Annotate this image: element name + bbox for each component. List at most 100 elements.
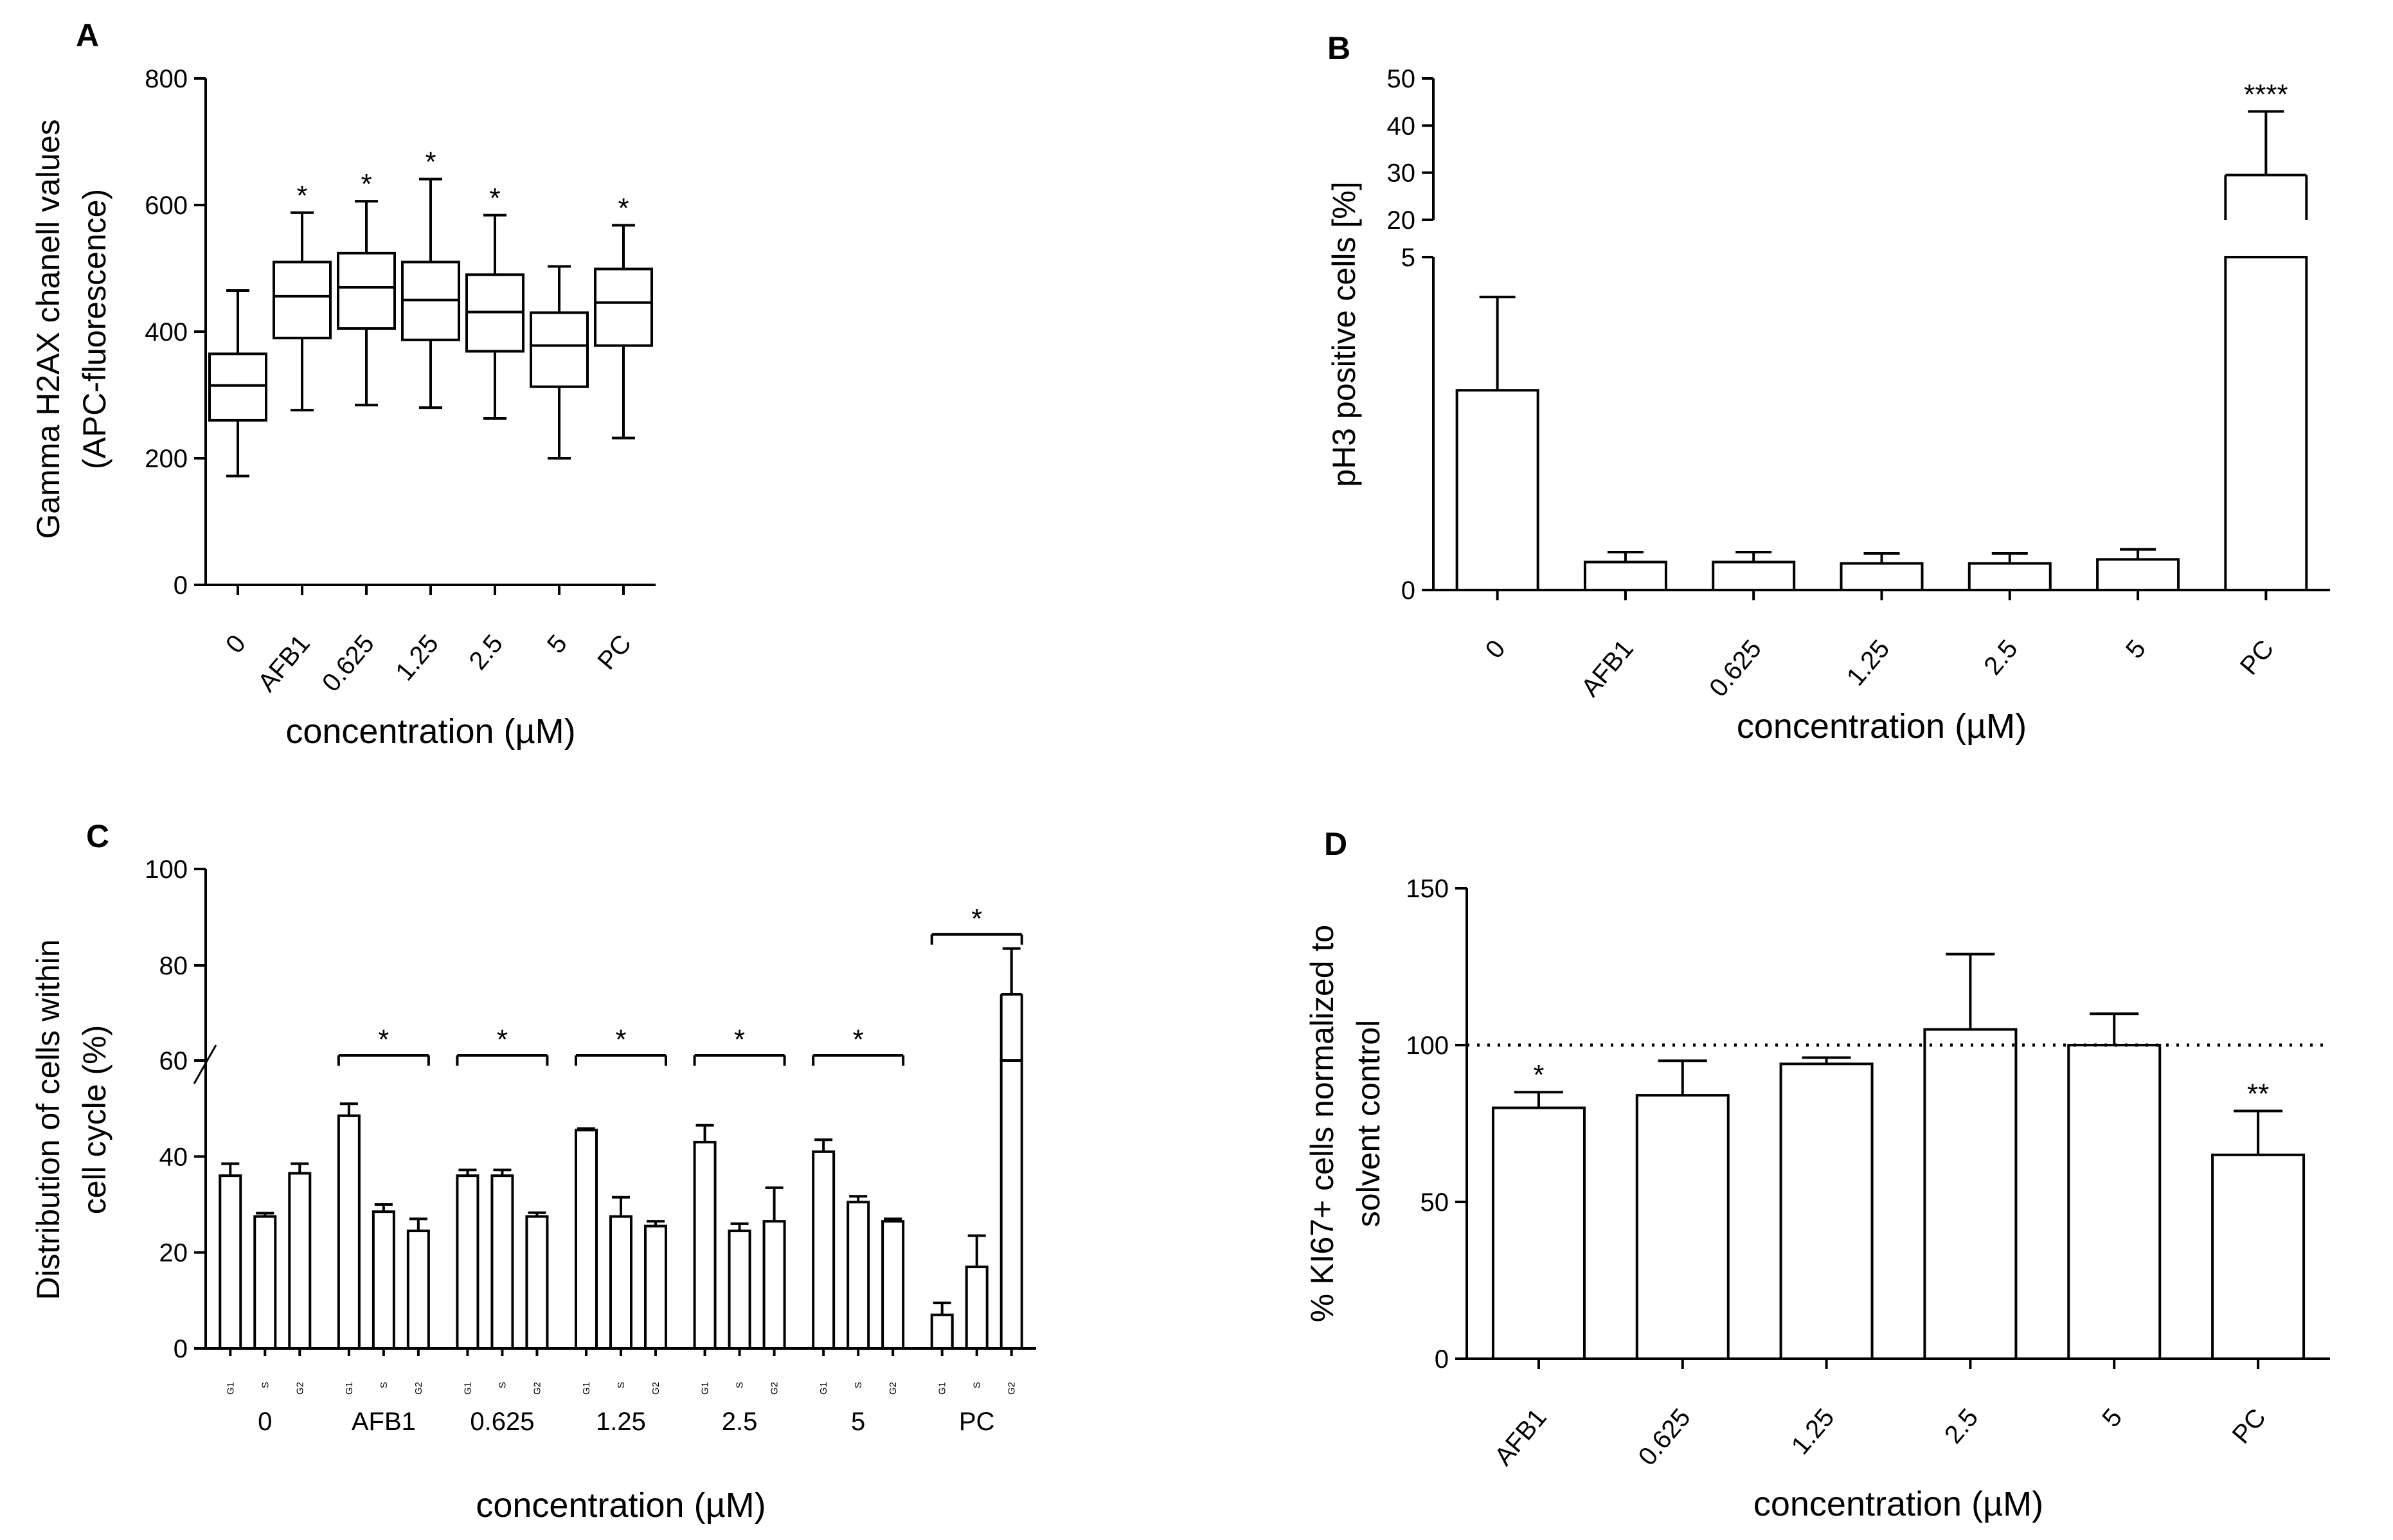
panel-c-phase-label: G1 — [937, 1382, 948, 1395]
panel-c-bar — [288, 1172, 312, 1350]
panel-c-cell-cycle-barchart: C 0 20 40 60 80 100 G1 S G2 0 G1 S G2 AFB1 * G1 S G2 0.625 *… — [30, 818, 1036, 1525]
panel-c-y-tick-label: 80 — [159, 952, 188, 980]
panel-c-phase-label: G1 — [581, 1382, 592, 1395]
panel-c-y-tick-label: 20 — [159, 1239, 188, 1267]
panel-d-bar — [2211, 1153, 2306, 1361]
panel-d-y-axis-label-line1: % KI67+ cells normalized to — [1304, 925, 1340, 1322]
panel-b-x-tick-label: 5 — [2120, 635, 2151, 664]
panel-a-significance: * — [618, 193, 629, 224]
panel-c-bar — [693, 1140, 717, 1350]
panel-c-y-tick-label: 100 — [145, 855, 188, 884]
panel-c-bar — [644, 1224, 667, 1350]
panel-c-bar — [965, 1266, 989, 1350]
panel-c-bar — [253, 1215, 277, 1350]
panel-b-significance: **** — [2244, 78, 2288, 110]
panel-a-box — [594, 267, 653, 347]
panel-b-bar — [2224, 256, 2308, 591]
panel-d-significance: * — [1533, 1059, 1544, 1091]
panel-b-bar — [1840, 562, 1924, 591]
panel-a-x-axis-label: concentration (µM) — [285, 712, 575, 751]
panel-c-phase-label: G1 — [344, 1382, 355, 1395]
panel-c-phase-label: G2 — [769, 1382, 780, 1395]
panel-c-bar — [812, 1150, 836, 1350]
panel-a-significance: * — [425, 147, 436, 178]
panel-c-y-axis-label-line1: Distribution of cells within — [30, 939, 66, 1300]
panel-c-bar — [847, 1201, 870, 1350]
panel-c-axis-break-mark — [193, 1044, 217, 1084]
panel-b-x-tick-label: 1.25 — [1842, 635, 1896, 692]
panel-c-phase-label: G1 — [462, 1382, 473, 1395]
panel-c-bar — [490, 1174, 514, 1350]
panel-c-phase-label: G2 — [1007, 1382, 1017, 1395]
panel-c-phase-label: S — [735, 1382, 746, 1388]
panel-c-group-label: PC — [959, 1408, 995, 1436]
panel-a-x-tick-label: PC — [592, 630, 636, 676]
panel-d-x-tick-label: 1.25 — [1786, 1404, 1840, 1460]
panel-a-box — [273, 260, 332, 339]
panel-c-phase-label: G2 — [413, 1382, 424, 1395]
panel-b-bar — [1583, 560, 1667, 591]
panel-a-y-tick-label: 0 — [174, 571, 188, 600]
panel-c-group-label: 0 — [258, 1408, 272, 1436]
panel-c-phase-label: G2 — [532, 1382, 542, 1395]
panel-c-letter: C — [86, 818, 109, 854]
panel-c-phase-label: S — [616, 1382, 627, 1388]
panel-c-phase-label: G1 — [700, 1382, 711, 1395]
panel-b-x-tick-label: 2.5 — [1978, 635, 2023, 681]
panel-c-phase-label: S — [260, 1382, 271, 1388]
panel-c-bar — [609, 1215, 632, 1350]
panel-c-bar — [762, 1220, 786, 1350]
panel-b-bar — [1712, 560, 1796, 591]
panel-a-gamma-h2ax-boxplot: A 0 200 400 600 800 0 * AFB1 * 0.625 * 1.25 * 2.5 5 * PC c… — [30, 17, 656, 751]
panel-d-bar — [1779, 1062, 1874, 1361]
panel-d-y-tick-label: 150 — [1406, 875, 1449, 903]
panel-b-y-tick-label: 20 — [1387, 206, 1416, 235]
panel-d-significance: ** — [2247, 1078, 2269, 1109]
panel-d-bar — [1923, 1028, 2018, 1360]
panel-b-x-tick-label: 0 — [1480, 635, 1511, 664]
panel-c-significance: * — [971, 903, 982, 935]
panel-c-significance: * — [615, 1024, 626, 1055]
panel-a-y-tick-label: 600 — [145, 192, 188, 220]
panel-b-x-tick-label: 0.625 — [1704, 635, 1767, 703]
panel-a-x-tick-label: 0.625 — [317, 630, 380, 697]
panel-a-box — [530, 311, 589, 388]
panel-a-x-tick-label: 0 — [220, 630, 251, 659]
panel-c-bar — [575, 1129, 598, 1350]
panel-b-letter: B — [1327, 30, 1350, 66]
panel-a-y-axis-label-line2: (APC-fluorescence) — [76, 189, 112, 469]
panel-d-y-axis-label-line2: solvent control — [1350, 1020, 1386, 1227]
panel-d-x-tick-label: PC — [2227, 1404, 2272, 1449]
panel-b-y-tick-label: 50 — [1387, 65, 1416, 93]
panel-c-bar — [525, 1215, 549, 1350]
panel-b-y-axis-label: pH3 positive cells [%] — [1326, 181, 1362, 487]
panel-c-significance: * — [378, 1024, 389, 1055]
panel-c-phase-label: G2 — [294, 1382, 305, 1395]
panel-c-group-label: 2.5 — [722, 1408, 758, 1436]
panel-d-x-tick-label: AFB1 — [1489, 1404, 1552, 1471]
panel-c-bar — [930, 1313, 954, 1350]
panel-a-significance: * — [361, 168, 372, 200]
panel-a-box — [208, 352, 267, 422]
panel-d-x-tick-label: 2.5 — [1939, 1404, 1984, 1449]
panel-c-significance: * — [734, 1024, 745, 1055]
panel-c-group-label: 1.25 — [596, 1408, 646, 1436]
panel-b-y-tick-label: 30 — [1387, 159, 1416, 188]
panel-b-y-tick-label: 5 — [1401, 244, 1415, 272]
panel-c-x-axis-label: concentration (µM) — [476, 1486, 766, 1525]
panel-c-phase-label: G1 — [818, 1382, 829, 1395]
panel-b-bar — [1967, 562, 2052, 591]
panel-c-bar — [219, 1174, 242, 1350]
panel-a-x-tick-label: 2.5 — [463, 630, 508, 676]
panel-b-x-tick-label: PC — [2235, 635, 2279, 681]
panel-d-letter: D — [1324, 826, 1347, 862]
panel-c-group-label: 0.625 — [470, 1408, 534, 1436]
panel-b-bar — [2096, 558, 2180, 591]
panel-c-bar — [456, 1174, 479, 1350]
panel-a-x-tick-label: AFB1 — [253, 630, 316, 697]
panel-c-significance: * — [853, 1024, 864, 1055]
panel-c-significance: * — [497, 1024, 508, 1055]
panel-c-phase-label: S — [379, 1382, 390, 1388]
panel-d-bar — [2067, 1044, 2162, 1360]
panel-c-bar — [372, 1210, 395, 1350]
